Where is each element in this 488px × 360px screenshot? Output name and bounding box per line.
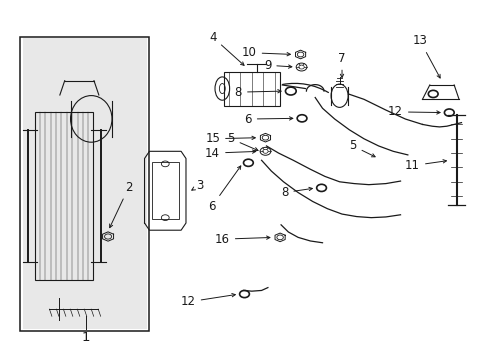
Bar — [152, 162, 178, 220]
Text: 12: 12 — [181, 293, 235, 309]
Text: 6: 6 — [207, 166, 240, 213]
Bar — [224, 72, 279, 105]
Text: 5: 5 — [227, 132, 258, 151]
Text: 12: 12 — [387, 105, 439, 118]
Text: 11: 11 — [404, 159, 446, 172]
Text: 14: 14 — [204, 147, 255, 159]
Bar — [35, 112, 93, 280]
Text: 7: 7 — [338, 51, 345, 77]
Text: 5: 5 — [348, 139, 374, 157]
Text: 8: 8 — [281, 186, 312, 199]
Text: 2: 2 — [109, 181, 132, 228]
Text: 16: 16 — [214, 233, 269, 246]
Text: 15: 15 — [205, 132, 255, 145]
Text: 3: 3 — [191, 179, 203, 192]
Text: 4: 4 — [209, 31, 244, 66]
Text: 9: 9 — [264, 59, 291, 72]
Text: 8: 8 — [234, 86, 281, 99]
Text: 1: 1 — [81, 331, 90, 344]
Text: 10: 10 — [242, 46, 290, 59]
Text: 13: 13 — [412, 34, 439, 78]
Bar — [22, 39, 147, 329]
Bar — [20, 37, 149, 330]
Text: 6: 6 — [244, 113, 292, 126]
